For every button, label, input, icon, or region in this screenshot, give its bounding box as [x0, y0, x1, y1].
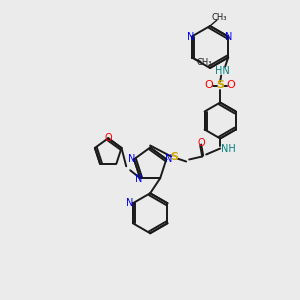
- Text: O: O: [197, 139, 205, 148]
- Text: N: N: [126, 198, 134, 208]
- Text: S: S: [216, 80, 224, 91]
- Text: HN: HN: [215, 67, 230, 76]
- Text: CH₃: CH₃: [211, 14, 227, 22]
- Text: NH: NH: [221, 143, 236, 154]
- Text: S: S: [170, 152, 178, 161]
- Text: N: N: [226, 32, 233, 41]
- Text: N: N: [128, 154, 136, 164]
- Text: O: O: [104, 133, 112, 143]
- Text: O: O: [227, 80, 236, 91]
- Text: CH₃: CH₃: [196, 58, 212, 67]
- Text: N: N: [165, 154, 172, 164]
- Text: O: O: [205, 80, 214, 91]
- Text: N: N: [134, 174, 142, 184]
- Text: N: N: [187, 32, 194, 41]
